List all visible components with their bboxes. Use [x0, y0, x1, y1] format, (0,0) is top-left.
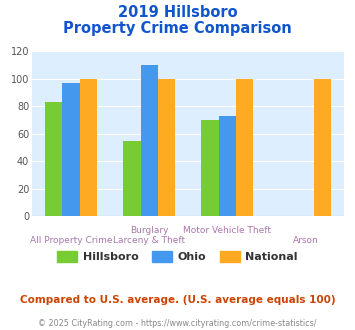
- Bar: [141, 65, 158, 216]
- Bar: [123, 141, 141, 216]
- Bar: [219, 116, 236, 216]
- Text: Larceny & Theft: Larceny & Theft: [113, 236, 185, 245]
- Text: All Property Crime: All Property Crime: [30, 236, 112, 245]
- Bar: [201, 120, 219, 216]
- Text: Property Crime Comparison: Property Crime Comparison: [63, 21, 292, 36]
- Text: © 2025 CityRating.com - https://www.cityrating.com/crime-statistics/: © 2025 CityRating.com - https://www.city…: [38, 319, 317, 328]
- Bar: [158, 79, 175, 216]
- Bar: [314, 79, 331, 216]
- Text: Compared to U.S. average. (U.S. average equals 100): Compared to U.S. average. (U.S. average …: [20, 295, 335, 305]
- Bar: [45, 102, 62, 216]
- Bar: [236, 79, 253, 216]
- Bar: [80, 79, 97, 216]
- Bar: [62, 83, 80, 216]
- Text: Burglary: Burglary: [130, 226, 168, 235]
- Text: Arson: Arson: [293, 236, 318, 245]
- Text: 2019 Hillsboro: 2019 Hillsboro: [118, 5, 237, 20]
- Text: Motor Vehicle Theft: Motor Vehicle Theft: [183, 226, 271, 235]
- Legend: Hillsboro, Ohio, National: Hillsboro, Ohio, National: [53, 247, 302, 267]
